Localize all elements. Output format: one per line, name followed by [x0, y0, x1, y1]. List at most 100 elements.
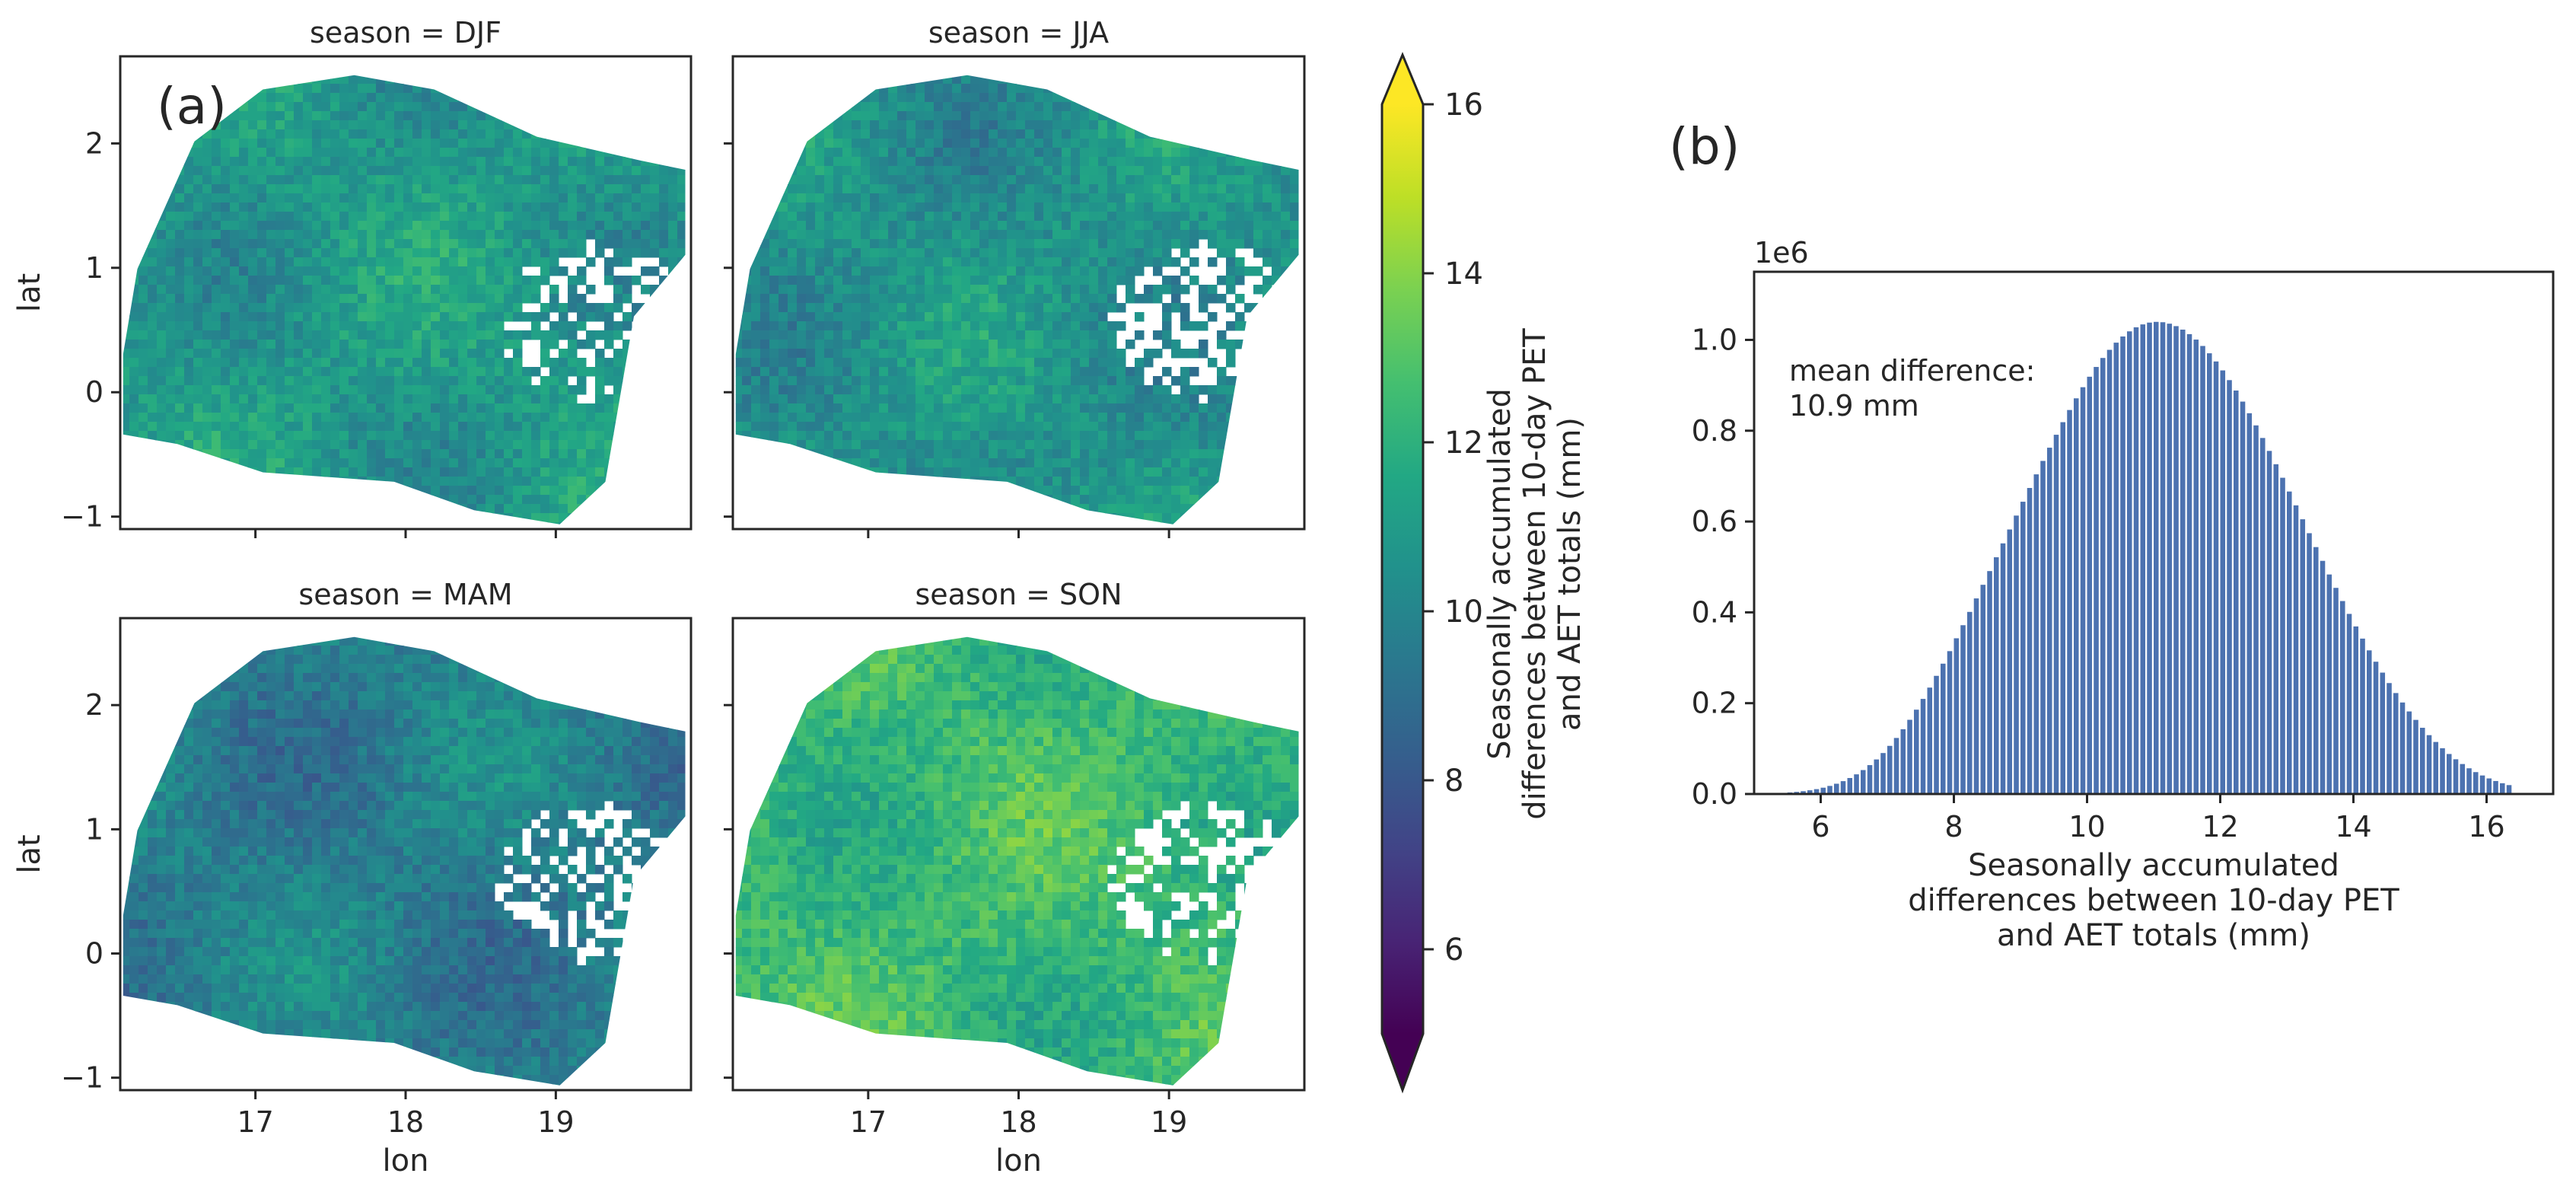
- histogram-bar: [2500, 783, 2505, 794]
- histogram-bar: [2466, 768, 2472, 794]
- histogram-bar: [2027, 488, 2033, 794]
- x-tick-label: 18: [387, 1105, 424, 1139]
- histogram-bar: [1960, 625, 1966, 794]
- histogram-bar: [2420, 728, 2425, 794]
- y-tick-label: 0: [85, 937, 103, 971]
- y-tick-label: 2: [85, 688, 103, 722]
- histogram-bar: [2433, 741, 2439, 794]
- colorbar-tick-label: 16: [1444, 88, 1483, 123]
- histogram-bar: [2340, 601, 2345, 794]
- hist-x-axis-label-line: and AET totals (mm): [1997, 918, 2310, 953]
- hist-x-tick-label: 16: [2468, 810, 2504, 843]
- hist-y-tick-label: 1.0: [1692, 323, 1737, 356]
- histogram-bar: [2113, 343, 2119, 794]
- y-axis-label: lat: [12, 273, 47, 312]
- hist-y-tick-label: 0.8: [1692, 414, 1737, 448]
- histogram-bar: [2413, 719, 2418, 794]
- histogram-bar: [2154, 321, 2159, 794]
- hist-x-tick-label: 14: [2335, 810, 2371, 843]
- histogram-bar: [1967, 611, 1973, 794]
- histogram-bar: [1900, 729, 1906, 794]
- histogram-bar: [2280, 477, 2285, 794]
- histogram-bar: [1874, 759, 1880, 794]
- histogram-bar: [2260, 438, 2266, 794]
- histogram-bar: [2074, 398, 2079, 794]
- histogram-bar: [2373, 662, 2379, 794]
- histogram-bar: [2453, 759, 2459, 794]
- histogram-bar: [2353, 626, 2359, 794]
- y-axis-label: lat: [12, 834, 47, 873]
- colorbar: 6 8 10 12 14 16 Seasonally accumulateddifferen…: [1380, 52, 1587, 1094]
- y-tick-label: 2: [85, 126, 103, 160]
- histogram-bar: [1987, 571, 1992, 794]
- histogram-bar: [2100, 358, 2106, 794]
- histogram-bar: [1861, 770, 1866, 794]
- histogram-bar: [2380, 672, 2386, 794]
- histogram-bar: [1980, 585, 1986, 794]
- histogram-bar: [1947, 651, 1953, 794]
- hist-x-axis-label-line: differences between 10-day PET: [1908, 883, 2399, 918]
- histogram-bar: [2160, 322, 2166, 794]
- histogram-bar: [2333, 588, 2339, 794]
- histogram-bar: [2240, 401, 2246, 794]
- x-axis-label: lon: [383, 1143, 429, 1178]
- histogram-bar: [2234, 390, 2239, 794]
- histogram-bar: [1920, 699, 1926, 794]
- histogram-bar: [2393, 693, 2399, 794]
- histogram-bar: [2087, 376, 2093, 794]
- histogram-bar: [2460, 764, 2466, 794]
- facet-title: season = DJF: [310, 16, 502, 49]
- histogram-bar: [2246, 413, 2253, 794]
- colorbar-tick-label: 8: [1444, 764, 1463, 799]
- histogram-bar: [2287, 491, 2292, 794]
- map-facet-0: season = DJF −1 0 1 2 lat: [12, 16, 693, 538]
- hist-y-tick-label: 0.4: [1692, 595, 1737, 629]
- histogram-bar: [2346, 614, 2352, 794]
- y-tick-label: 0: [85, 375, 103, 409]
- hist-x-axis-label: Seasonally accumulated differences betwee…: [1908, 848, 2399, 953]
- histogram-bar: [2167, 324, 2173, 794]
- annotation-line: 10.9 mm: [1789, 389, 1919, 422]
- seasonal-maps: season = DJF −1 0 1 2 lat season = JJA season =…: [12, 16, 1306, 1178]
- hist-x-tick-label: 10: [2068, 810, 2105, 843]
- histogram-bar: [1880, 753, 1886, 794]
- map-facet-1: season = JJA: [724, 16, 1306, 538]
- colorbar-gradient: [1382, 104, 1423, 1034]
- histogram-bar: [2440, 748, 2445, 794]
- histogram-bar: [2140, 324, 2146, 795]
- histogram-chart: 6 8 10 12 14 16 0.0 0.2 0.4 0.6 0.8 1.0 1e6 mean diff…: [1692, 236, 2555, 953]
- histogram-bar: [2067, 410, 2072, 794]
- y-tick-label: 1: [85, 251, 103, 285]
- histogram-bar: [2486, 778, 2492, 794]
- histogram-bar: [2307, 533, 2312, 794]
- x-tick-label: 17: [850, 1105, 887, 1139]
- histogram-bar: [2506, 785, 2512, 794]
- histogram-bar: [2200, 346, 2205, 794]
- panel-a-label: (a): [157, 77, 227, 136]
- histogram-bar: [1953, 638, 1960, 794]
- histogram-bar: [2120, 336, 2125, 794]
- histogram-bar: [2186, 333, 2192, 794]
- histogram-bar: [2399, 702, 2406, 794]
- histogram-bar: [2360, 638, 2365, 794]
- histogram-bar: [2293, 505, 2299, 794]
- colorbar-tick-label: 10: [1444, 595, 1483, 630]
- histogram-bar: [1854, 774, 1859, 794]
- histogram-bar: [1840, 781, 1846, 794]
- histogram-bar: [2014, 515, 2019, 794]
- map-facet-3: season = SON 17 18 19 lon: [724, 578, 1306, 1178]
- hist-y-tick-label: 0.6: [1692, 505, 1737, 538]
- histogram-bars: [1767, 321, 2512, 795]
- map-raster: [735, 636, 1299, 1086]
- colorbar-tick-label: 6: [1444, 933, 1463, 968]
- histogram-bar: [2227, 380, 2232, 794]
- x-tick-label: 19: [1151, 1105, 1187, 1139]
- panel-b-label: (b): [1669, 117, 1740, 176]
- x-tick-label: 18: [1000, 1105, 1036, 1139]
- histogram-bar: [2326, 574, 2332, 794]
- histogram-bar: [2060, 422, 2066, 794]
- histogram-bar: [2387, 683, 2392, 794]
- facet-title: season = SON: [915, 578, 1122, 611]
